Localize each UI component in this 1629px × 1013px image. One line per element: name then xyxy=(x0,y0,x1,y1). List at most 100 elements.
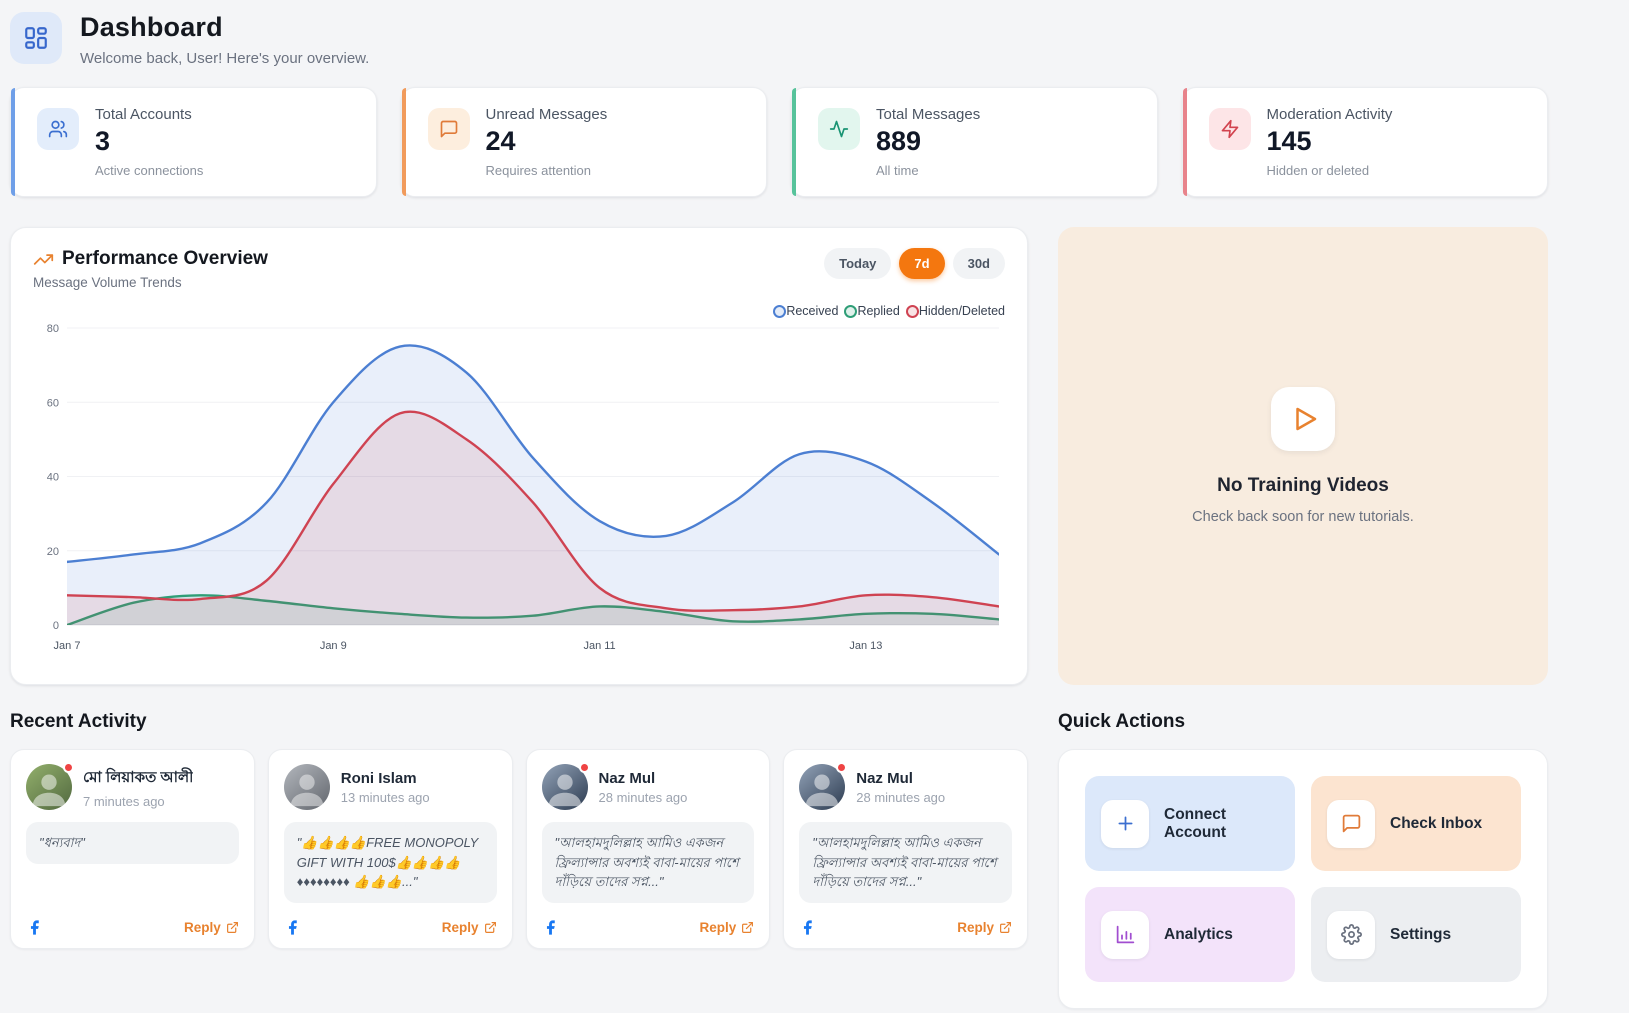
activity-user-name: Naz Mul xyxy=(856,769,913,787)
recent-activity-heading: Recent Activity xyxy=(10,711,147,732)
legend-item-hidden-deleted: Hidden/Deleted xyxy=(905,304,1005,318)
activity-message: "👍👍👍👍FREE MONOPOLY GIFT WITH 100$👍👍👍👍 ♦♦… xyxy=(283,822,497,903)
training-empty-title: No Training Videos xyxy=(1217,475,1389,496)
bar-chart-icon xyxy=(1101,910,1149,959)
page-header: Dashboard Welcome back, User! Here's you… xyxy=(10,12,1548,67)
stat-card-moderation-activity: Moderation Activity 145 Hidden or delete… xyxy=(1181,87,1548,197)
avatar xyxy=(283,764,330,810)
time-range-toggle: Today 7d 30d xyxy=(824,248,1005,279)
reply-button[interactable]: Reply xyxy=(699,920,754,935)
training-videos-panel: No Training Videos Check back soon for n… xyxy=(1058,227,1548,685)
facebook-icon xyxy=(799,919,816,936)
connect-account-button[interactable]: Connect Account xyxy=(1085,776,1295,871)
external-link-icon xyxy=(484,922,496,933)
activity-user-name: Naz Mul xyxy=(598,769,656,787)
activity-user-name: Roni Islam xyxy=(340,769,417,787)
svg-text:Jan 7: Jan 7 xyxy=(54,640,81,652)
recent-activity-list: মো লিয়াকত আলী 7 minutes ago "ধন্যবাদ" R… xyxy=(10,749,1028,949)
quick-action-label: Connect Account xyxy=(1164,805,1226,841)
chart-title: Performance Overview xyxy=(62,248,268,269)
activity-timestamp: 7 minutes ago xyxy=(83,793,165,809)
external-link-icon xyxy=(742,922,754,933)
svg-text:Jan 13: Jan 13 xyxy=(849,640,882,652)
stat-value: 3 xyxy=(95,126,111,156)
reply-button[interactable]: Reply xyxy=(957,920,1012,935)
reply-button[interactable]: Reply xyxy=(442,920,497,935)
stat-caption: Active connections xyxy=(95,163,204,178)
unread-dot-badge xyxy=(63,762,74,773)
legend-label: Received xyxy=(786,304,839,318)
chart-subtitle: Message Volume Trends xyxy=(33,275,182,290)
quick-action-label: Check Inbox xyxy=(1390,814,1483,832)
facebook-icon xyxy=(26,919,43,936)
stat-label: Total Messages xyxy=(876,106,981,123)
unread-dot-badge xyxy=(836,762,848,773)
chart-legend: Received Replied Hidden/Deleted xyxy=(33,304,1005,318)
trending-up-icon xyxy=(33,253,54,265)
chat-bubble-icon xyxy=(1327,799,1375,848)
reply-label: Reply xyxy=(183,920,221,935)
range-today-button[interactable]: Today xyxy=(824,248,892,279)
page-title: Dashboard xyxy=(80,12,223,42)
legend-dot-received xyxy=(773,304,787,318)
stat-caption: Hidden or deleted xyxy=(1266,163,1370,178)
activity-message: "ধন্যবাদ" xyxy=(26,822,239,864)
range-30d-button[interactable]: 30d xyxy=(952,248,1005,279)
performance-chart: 0 20 40 60 80 Jan 7 Jan 9 Jan 11 Jan 13 xyxy=(47,323,999,652)
quick-actions-heading: Quick Actions xyxy=(1058,711,1186,732)
activity-timestamp: 28 minutes ago xyxy=(598,789,688,805)
stat-label: Unread Messages xyxy=(485,106,608,123)
facebook-icon xyxy=(284,919,301,936)
training-empty-subtitle: Check back soon for new tutorials. xyxy=(1192,509,1414,525)
facebook-icon xyxy=(542,919,559,936)
dashboard-page: Dashboard Welcome back, User! Here's you… xyxy=(10,0,1548,1009)
range-7d-button[interactable]: 7d xyxy=(899,248,945,279)
zap-icon xyxy=(1208,108,1251,150)
avatar xyxy=(541,762,590,810)
stat-caption: Requires attention xyxy=(485,163,592,178)
avatar xyxy=(799,762,848,810)
activity-card: Naz Mul 28 minutes ago "আলহামদুলিল্লাহ আ… xyxy=(525,749,771,949)
reply-label: Reply xyxy=(441,920,479,935)
svg-text:40: 40 xyxy=(47,472,59,484)
stat-label: Total Accounts xyxy=(95,106,192,123)
quick-action-label: Analytics xyxy=(1164,925,1233,943)
quick-action-label: Settings xyxy=(1390,925,1452,943)
legend-label: Replied xyxy=(857,304,900,318)
legend-item-replied: Replied xyxy=(844,304,900,318)
settings-button[interactable]: Settings xyxy=(1311,887,1521,982)
stat-card-total-messages: Total Messages 889 All time xyxy=(791,87,1158,197)
stat-value: 145 xyxy=(1266,126,1312,156)
stat-card-unread-messages: Unread Messages 24 Requires attention xyxy=(400,87,767,197)
activity-timestamp: 28 minutes ago xyxy=(856,789,946,805)
activity-card: মো লিয়াকত আলী 7 minutes ago "ধন্যবাদ" R… xyxy=(10,749,255,949)
activity-card: Roni Islam 13 minutes ago "👍👍👍👍FREE MONO… xyxy=(267,749,513,949)
performance-overview-card: Performance Overview Message Volume Tren… xyxy=(10,227,1028,685)
message-square-icon xyxy=(427,108,470,150)
legend-label: Hidden/Deleted xyxy=(918,304,1005,318)
check-inbox-button[interactable]: Check Inbox xyxy=(1311,776,1521,871)
svg-text:80: 80 xyxy=(47,323,59,335)
avatar xyxy=(26,762,74,810)
stat-caption: All time xyxy=(876,163,919,178)
activity-card: Naz Mul 28 minutes ago "আলহামদুলিল্লাহ আ… xyxy=(783,749,1028,949)
activity-user-name: মো লিয়াকত আলী xyxy=(83,768,194,786)
dashboard-grid-icon xyxy=(10,12,62,64)
reply-button[interactable]: Reply xyxy=(184,920,239,935)
users-icon xyxy=(37,108,79,150)
legend-dot-hidden-deleted xyxy=(905,304,919,318)
page-subtitle: Welcome back, User! Here's your overview… xyxy=(80,50,370,67)
svg-text:60: 60 xyxy=(47,397,59,409)
analytics-button[interactable]: Analytics xyxy=(1085,887,1295,982)
play-icon xyxy=(1271,387,1335,451)
plus-icon xyxy=(1101,799,1149,848)
stat-label: Moderation Activity xyxy=(1266,106,1393,123)
quick-actions-panel: Connect Account Check Inbox Analytics Se… xyxy=(1058,749,1548,1009)
svg-text:Jan 9: Jan 9 xyxy=(320,640,347,652)
legend-item-received: Received xyxy=(773,304,838,318)
external-link-icon xyxy=(1000,922,1011,933)
svg-text:20: 20 xyxy=(47,546,59,558)
activity-icon xyxy=(818,108,860,150)
reply-label: Reply xyxy=(957,920,994,935)
activity-message: "আলহামদুলিল্লাহ আমিও একজন ফ্রিল্যান্সার … xyxy=(799,822,1012,903)
